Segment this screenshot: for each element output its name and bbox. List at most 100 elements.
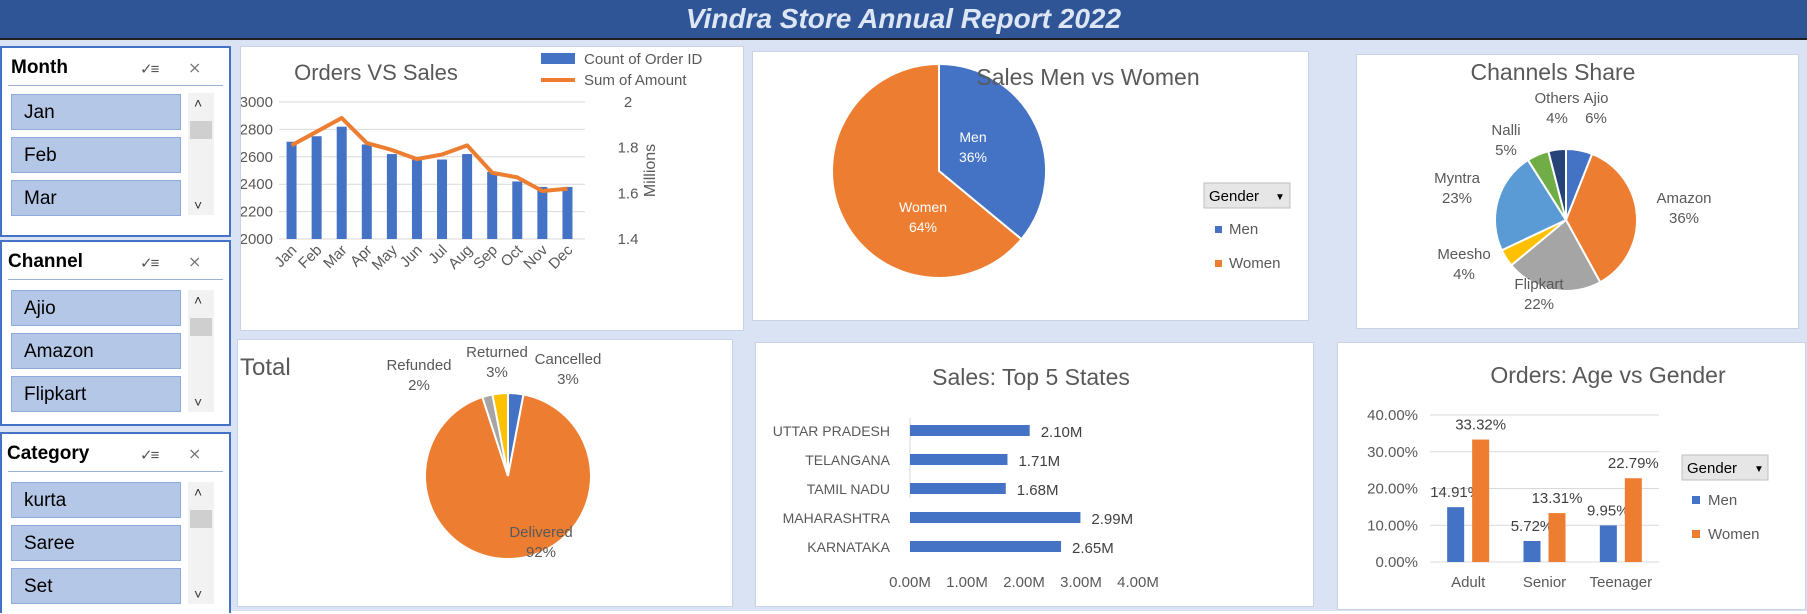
bar-uttar-pradesh [910, 425, 1030, 436]
sales-men-women-chart: Men 36% Women 64% Sales Men vs Women Gender ▼ M… [831, 62, 1291, 279]
bar-teenager-men [1599, 525, 1617, 562]
top5-states-chart: Sales: Top 5 States UTTAR PRADESH 2.10M TEL… [773, 364, 1159, 591]
pie-slice-myntra [1494, 158, 1568, 252]
panel-top5-states: Sales: Top 5 States UTTAR PRADESH 2.10M TEL… [755, 342, 1314, 607]
multi-select-icon[interactable]: ✓≡ [140, 61, 159, 78]
slice-label: Cancelled [535, 351, 602, 368]
y-tick-label: MAHARASHTRA [783, 510, 891, 526]
bar-mar [336, 126, 347, 239]
bar-value-label: 1.71M [1018, 453, 1060, 470]
y-tick-label: 2600 [241, 149, 273, 166]
y-tick-label: TELANGANA [805, 452, 890, 468]
slicer-divider [8, 279, 223, 280]
slicer-item-ajio[interactable]: Ajio [11, 290, 181, 326]
slicer-category: Category ✓≡ ⨯ kurta Saree Set ˄ ˅ [0, 432, 231, 613]
x-tick-label: Oct [498, 241, 527, 270]
multi-select-icon[interactable]: ✓≡ [140, 447, 159, 464]
bar-value-label: 33.32% [1455, 417, 1506, 434]
chevron-up-icon[interactable]: ˄ [194, 484, 203, 500]
slice-label: Myntra [1434, 170, 1481, 187]
report-title: Vindra Store Annual Report 2022 [685, 3, 1122, 34]
clear-filter-icon[interactable]: ⨯ [188, 60, 202, 77]
slicer-divider [8, 471, 223, 472]
legend-label: Women [1708, 526, 1759, 543]
legend-filter-button [1203, 182, 1291, 209]
slicer-header: Category ✓≡ ⨯ [2, 434, 229, 472]
slicer-scrollbar[interactable]: ˄ ˅ [188, 482, 214, 604]
slice-value: 5% [1495, 142, 1517, 159]
scroll-thumb[interactable] [190, 121, 212, 139]
slicer-title: Channel [8, 251, 83, 272]
slicer-item-kurta[interactable]: kurta [11, 482, 181, 518]
pie-slice-men [938, 62, 1047, 241]
x-tick-label: 1.00M [946, 574, 988, 591]
y-tick-label: KARNATAKA [807, 539, 890, 555]
pie-slice-flipkart [1509, 218, 1602, 292]
chevron-down-icon[interactable]: ˅ [194, 394, 203, 410]
slice-value: 3% [557, 371, 579, 388]
chevron-up-icon[interactable]: ˄ [194, 95, 203, 111]
panel-age-gender: Orders: Age vs Gender 40.00% 30.00% 20.00% 1… [1337, 342, 1806, 610]
multi-select-icon[interactable]: ✓≡ [140, 255, 159, 272]
chevron-down-icon[interactable]: ˅ [194, 197, 203, 213]
bar-value-label: 13.31% [1532, 490, 1583, 507]
bar-value-label: 2.99M [1091, 511, 1133, 528]
slice-label: Amazon [1656, 190, 1711, 207]
slicer-scrollbar[interactable]: ˄ ˅ [188, 290, 214, 412]
slicer-item-flipkart[interactable]: Flipkart [11, 376, 181, 412]
slice-label: Others [1534, 90, 1579, 107]
bar-value-label: 22.79% [1608, 455, 1659, 472]
slice-label: Nalli [1491, 122, 1520, 139]
slicer-item-feb[interactable]: Feb [11, 137, 181, 173]
slicer-scrollbar[interactable]: ˄ ˅ [188, 93, 214, 215]
panel-orders-vs-sales: Orders VS Sales 3000 2800 2600 2400 2200 2000 2… [240, 46, 744, 331]
chart-title: Total [240, 354, 291, 381]
slicer-item-set[interactable]: Set [11, 568, 181, 604]
pie-slice-others [1547, 147, 1567, 221]
order-status-chart: Total Cancelled 3% Delivered 92% Refunded 2% Re… [240, 344, 602, 561]
y-tick-label: 2000 [241, 231, 273, 248]
slice-label: Delivered [509, 524, 572, 541]
chevron-down-icon[interactable]: ˅ [194, 586, 203, 602]
pie-slice-amazon [1564, 152, 1638, 284]
y-tick-label: 20.00% [1367, 481, 1418, 498]
slice-label: Returned [466, 344, 528, 361]
pie-slice-returned [491, 391, 509, 477]
bar-value-label: 5.72% [1511, 518, 1554, 535]
clear-filter-icon[interactable]: ⨯ [188, 254, 202, 271]
slicer-title: Category [7, 443, 90, 464]
slicer-item-jan[interactable]: Jan [11, 94, 181, 130]
bar-senior-men [1523, 540, 1541, 562]
x-tick-label: 0.00M [889, 574, 931, 591]
scroll-thumb[interactable] [190, 510, 212, 528]
chevron-up-icon[interactable]: ˄ [194, 292, 203, 308]
legend-swatch [1692, 530, 1700, 538]
slice-value: 36% [1669, 210, 1699, 227]
slicer-month: Month ✓≡ ⨯ Jan Feb Mar ˄ ˅ [0, 46, 231, 237]
clear-filter-icon[interactable]: ⨯ [188, 446, 202, 463]
x-tick-label: Aug [445, 242, 476, 273]
legend-label: Sum of Amount [584, 72, 687, 89]
slice-label: Women [899, 199, 947, 215]
bar-maharashtra [910, 512, 1081, 523]
x-tick-label: Dec [545, 241, 576, 272]
slice-value: 2% [408, 377, 430, 394]
legend-filter-button [1681, 454, 1769, 481]
bar-value-label: 9.95% [1587, 502, 1630, 519]
slice-value: 4% [1546, 110, 1568, 127]
channels-share-chart: Channels Share Ajio 6% Amazon 36% Flipkart 22%… [1434, 59, 1711, 313]
y-tick-label: 2200 [241, 204, 273, 221]
slicer-item-mar[interactable]: Mar [11, 180, 181, 216]
slicer-item-amazon[interactable]: Amazon [11, 333, 181, 369]
x-tick-label: 2.00M [1003, 574, 1045, 591]
dropdown-icon: ▼ [1754, 464, 1764, 475]
slicer-header: Channel ✓≡ ⨯ [2, 242, 229, 280]
slicer-item-saree[interactable]: Saree [11, 525, 181, 561]
x-tick-label: Teenager [1590, 574, 1653, 591]
slice-value: 23% [1442, 190, 1472, 207]
chart-title: Channels Share [1471, 59, 1636, 85]
scroll-thumb[interactable] [190, 318, 212, 336]
y2-tick-label: 1.4 [618, 231, 639, 248]
panel-order-status: Total Cancelled 3% Delivered 92% Refunded 2% Re… [237, 339, 733, 607]
y2-axis-label: Millions [642, 144, 659, 197]
